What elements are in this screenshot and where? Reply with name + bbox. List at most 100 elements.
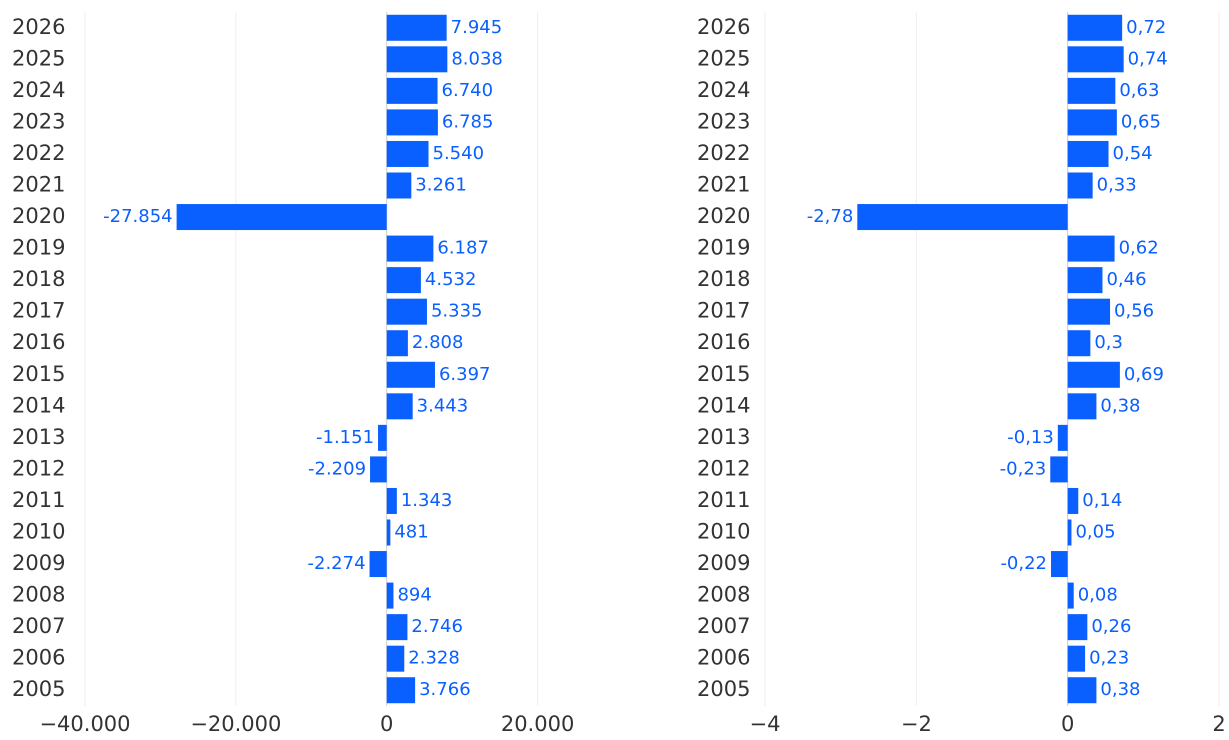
data-label: 894 xyxy=(397,585,431,606)
data-label: 0,72 xyxy=(1126,17,1166,38)
category-label: 2020 xyxy=(12,204,65,228)
bar xyxy=(1057,424,1068,451)
category-label: 2010 xyxy=(697,520,750,544)
data-label: 0,69 xyxy=(1124,364,1164,385)
bar xyxy=(386,298,427,325)
data-label: 8.038 xyxy=(451,48,503,69)
data-label: 0,38 xyxy=(1100,395,1140,416)
category-label: 2019 xyxy=(697,236,750,260)
data-label: 0,3 xyxy=(1094,332,1123,353)
category-label: 2019 xyxy=(12,236,65,260)
data-label: 0,23 xyxy=(1089,648,1129,669)
data-label: 0,08 xyxy=(1078,585,1118,606)
category-label: 2009 xyxy=(12,551,65,575)
data-label: 1.343 xyxy=(401,490,453,511)
bar xyxy=(386,267,421,294)
category-label: 2010 xyxy=(12,520,65,544)
data-label: 0,05 xyxy=(1075,522,1115,543)
data-label: 0,26 xyxy=(1091,616,1131,637)
bar xyxy=(1067,677,1097,704)
bar xyxy=(1067,172,1093,199)
bar xyxy=(1051,551,1068,578)
bar xyxy=(386,14,447,41)
category-label: 2016 xyxy=(12,330,65,354)
category-label: 2007 xyxy=(697,614,750,638)
bar xyxy=(386,519,391,546)
category-label: 2013 xyxy=(12,425,65,449)
bar xyxy=(1067,14,1123,41)
bar xyxy=(1067,393,1097,420)
bar xyxy=(1067,645,1086,672)
bar xyxy=(386,614,408,641)
category-label: 2023 xyxy=(697,109,750,133)
category-label: 2025 xyxy=(12,46,65,70)
category-label: 2016 xyxy=(697,330,750,354)
category-label: 2012 xyxy=(697,456,750,480)
bar xyxy=(1067,235,1115,262)
data-label: 3.261 xyxy=(415,175,467,196)
category-label: 2008 xyxy=(12,583,65,607)
category-label: 2005 xyxy=(12,677,65,701)
bar xyxy=(386,677,416,704)
x-tick-label: −20.000 xyxy=(190,712,281,736)
bar xyxy=(1067,361,1120,388)
data-label: 0,63 xyxy=(1119,80,1159,101)
bar xyxy=(1050,456,1068,483)
category-label: 2025 xyxy=(697,46,750,70)
category-label: 2021 xyxy=(12,173,65,197)
category-label: 2018 xyxy=(697,267,750,291)
data-label: 7.945 xyxy=(451,17,503,38)
data-label: -0,13 xyxy=(1007,427,1054,448)
data-label: 6.397 xyxy=(439,364,491,385)
bar xyxy=(857,204,1068,231)
category-label: 2006 xyxy=(697,646,750,670)
x-tick-label: −4 xyxy=(750,712,781,736)
data-label: 3.766 xyxy=(419,679,471,700)
category-label: 2020 xyxy=(697,204,750,228)
bar xyxy=(370,456,387,483)
data-label: -1.151 xyxy=(316,427,374,448)
bar xyxy=(386,582,394,609)
category-label: 2012 xyxy=(12,456,65,480)
category-label: 2017 xyxy=(12,299,65,323)
category-label: 2014 xyxy=(697,393,750,417)
category-label: 2026 xyxy=(697,15,750,39)
x-tick-label: 20.000 xyxy=(501,712,574,736)
data-label: 0,74 xyxy=(1128,48,1168,69)
data-label: 5.540 xyxy=(433,143,485,164)
bar xyxy=(1067,140,1109,167)
data-label: -2.274 xyxy=(308,553,366,574)
data-label: -2,78 xyxy=(807,206,854,227)
data-label: 4.532 xyxy=(425,269,477,290)
bar xyxy=(386,46,448,73)
bar xyxy=(176,204,387,231)
category-label: 2011 xyxy=(697,488,750,512)
bar xyxy=(386,645,405,672)
category-label: 2024 xyxy=(12,78,65,102)
category-label: 2024 xyxy=(697,78,750,102)
data-label: 2.328 xyxy=(408,648,460,669)
category-label: 2007 xyxy=(12,614,65,638)
category-label: 2005 xyxy=(697,677,750,701)
bar xyxy=(1067,582,1074,609)
bar xyxy=(1067,519,1072,546)
data-label: 0,33 xyxy=(1097,175,1137,196)
data-label: 6.740 xyxy=(442,80,494,101)
bar xyxy=(386,487,397,514)
data-label: -0,23 xyxy=(1000,458,1047,479)
data-label: 5.335 xyxy=(431,301,483,322)
data-label: -27.854 xyxy=(103,206,172,227)
bar xyxy=(1067,330,1091,357)
bar xyxy=(1067,46,1124,73)
x-tick-label: 2 xyxy=(1212,712,1225,736)
category-label: 2023 xyxy=(12,109,65,133)
data-label: 6.785 xyxy=(442,111,494,132)
data-label: 2.808 xyxy=(412,332,464,353)
data-label: 3.443 xyxy=(417,395,469,416)
category-label: 2006 xyxy=(12,646,65,670)
bar xyxy=(386,140,429,167)
bar xyxy=(1067,267,1103,294)
data-label: -2.209 xyxy=(308,458,366,479)
bar xyxy=(386,393,413,420)
bar xyxy=(386,109,438,136)
